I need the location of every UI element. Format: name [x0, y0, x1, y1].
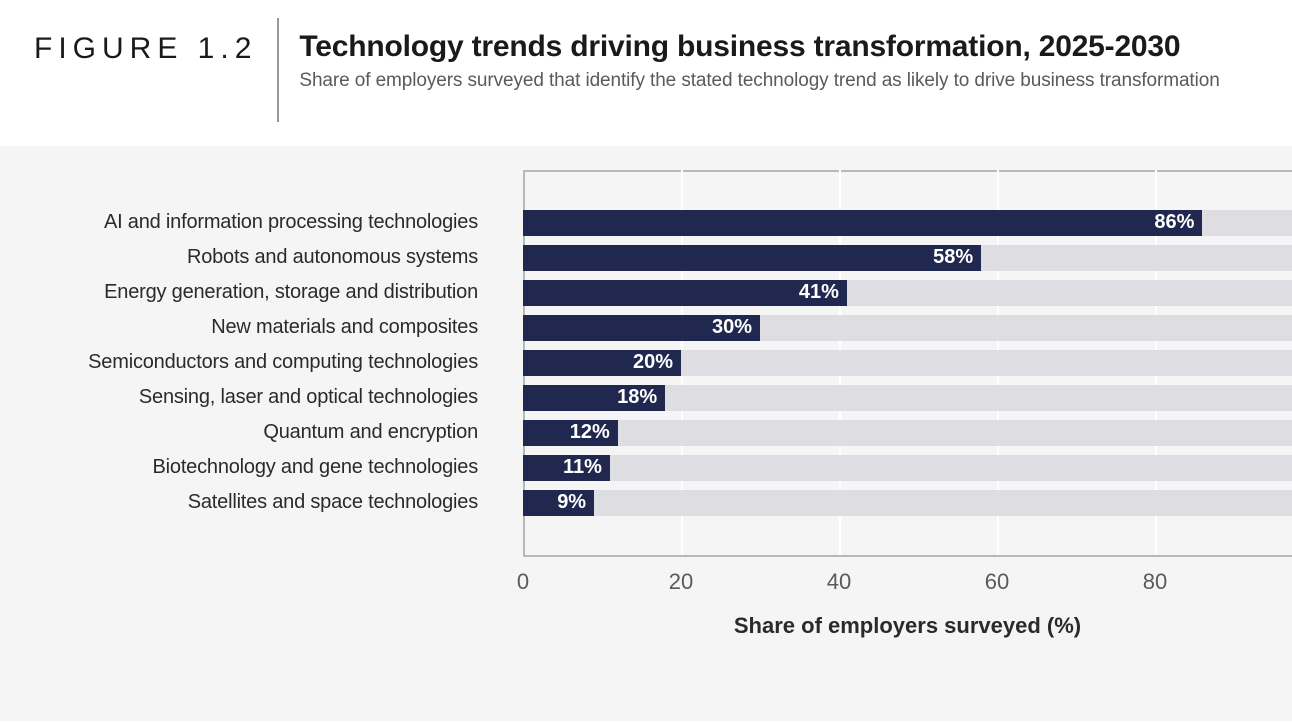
x-axis-line: [523, 555, 1292, 557]
title-block: Technology trends driving business trans…: [299, 30, 1292, 92]
bar-background-stripe: [523, 420, 1292, 446]
bar-row: New materials and composites 30%: [0, 310, 1292, 345]
bar-cell: 9%: [490, 485, 1292, 520]
bar-row: Sensing, laser and optical technologies 1…: [0, 380, 1292, 415]
x-tick-label: 0: [517, 569, 529, 595]
bar-row: AI and information processing technologi…: [0, 205, 1292, 240]
category-label: Biotechnology and gene technologies: [0, 456, 490, 479]
bar: 11%: [523, 455, 610, 481]
bar: 12%: [523, 420, 618, 446]
header-divider: [277, 18, 279, 122]
bar-row: Satellites and space technologies 9%: [0, 485, 1292, 520]
bar-value-label: 9%: [557, 491, 586, 514]
bar-cell: 41%: [490, 275, 1292, 310]
bar-row: Robots and autonomous systems 58%: [0, 240, 1292, 275]
category-label: Quantum and encryption: [0, 421, 490, 444]
bar-cell: 86%: [490, 205, 1292, 240]
bar-cell: 30%: [490, 310, 1292, 345]
x-axis: 0 20 40 60 80: [490, 555, 1292, 595]
x-tick-label: 20: [669, 569, 693, 595]
bar: 41%: [523, 280, 847, 306]
bar-value-label: 58%: [933, 246, 973, 269]
bar-chart: AI and information processing technologi…: [0, 170, 1292, 639]
figure-number: FIGURE 1.2: [34, 30, 277, 66]
category-label: Satellites and space technologies: [0, 491, 490, 514]
category-label: Robots and autonomous systems: [0, 246, 490, 269]
x-tick-label: 40: [827, 569, 851, 595]
chart-subtitle: Share of employers surveyed that identif…: [299, 70, 1292, 92]
bar-row: Semiconductors and computing technologie…: [0, 345, 1292, 380]
plot-region: AI and information processing technologi…: [0, 170, 1292, 555]
bar-value-label: 41%: [799, 281, 839, 304]
category-label: Semiconductors and computing technologie…: [0, 351, 490, 374]
chart-title: Technology trends driving business trans…: [299, 30, 1292, 64]
bar-cell: 12%: [490, 415, 1292, 450]
plot-header-row: [0, 170, 1292, 205]
bar: 58%: [523, 245, 981, 271]
x-axis-label: Share of employers surveyed (%): [490, 613, 1292, 639]
x-tick-label: 60: [985, 569, 1009, 595]
bar-value-label: 11%: [563, 456, 602, 479]
bar-value-label: 20%: [633, 351, 673, 374]
bar-row: Quantum and encryption 12%: [0, 415, 1292, 450]
category-label: New materials and composites: [0, 316, 490, 339]
bar-cell: 20%: [490, 345, 1292, 380]
bar-cell: 18%: [490, 380, 1292, 415]
x-tick-label: 80: [1143, 569, 1167, 595]
bar-value-label: 18%: [617, 386, 657, 409]
bar: 20%: [523, 350, 681, 376]
bar-row: Energy generation, storage and distribut…: [0, 275, 1292, 310]
bar: 30%: [523, 315, 760, 341]
category-label: AI and information processing technologi…: [0, 211, 490, 234]
plot-footer-row: [0, 520, 1292, 555]
bar: 9%: [523, 490, 594, 516]
category-label: Energy generation, storage and distribut…: [0, 281, 490, 304]
bar-value-label: 30%: [712, 316, 752, 339]
bar-background-stripe: [523, 455, 1292, 481]
bar: 18%: [523, 385, 665, 411]
figure-header: FIGURE 1.2 Technology trends driving bus…: [0, 0, 1292, 146]
bar-background-stripe: [523, 490, 1292, 516]
bar-value-label: 86%: [1154, 211, 1194, 234]
category-label: Sensing, laser and optical technologies: [0, 386, 490, 409]
bar-cell: 58%: [490, 240, 1292, 275]
bar: 86%: [523, 210, 1202, 236]
chart-area: AI and information processing technologi…: [0, 146, 1292, 721]
bar-cell: 11%: [490, 450, 1292, 485]
bar-row: Biotechnology and gene technologies 11%: [0, 450, 1292, 485]
bar-value-label: 12%: [570, 421, 610, 444]
